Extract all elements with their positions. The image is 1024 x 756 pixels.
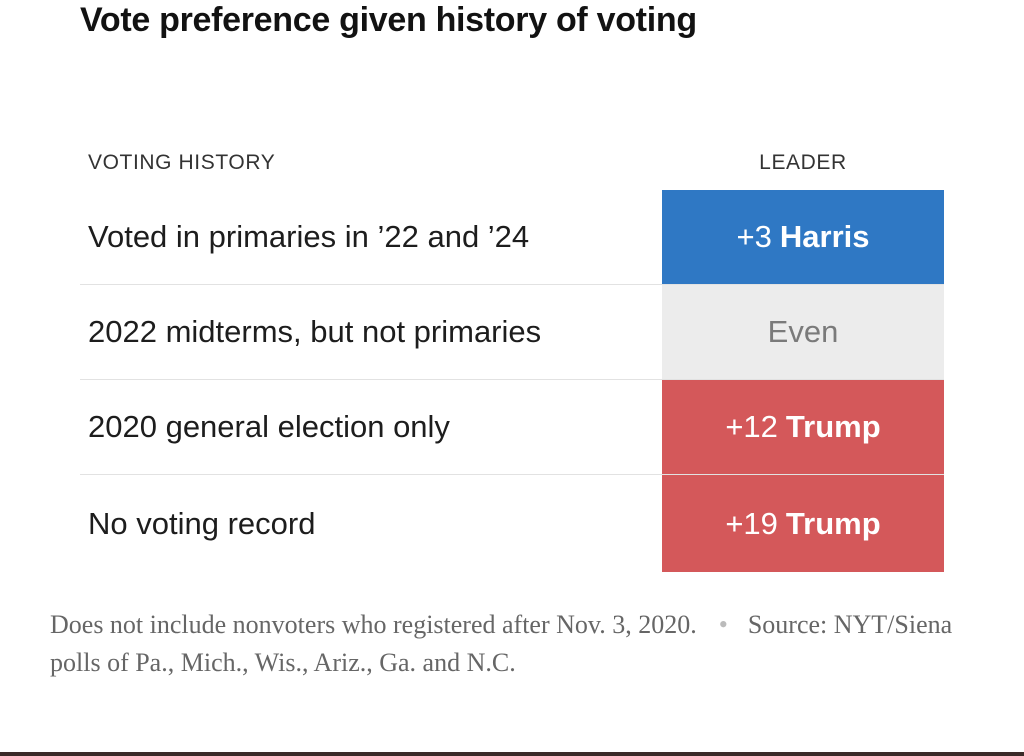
voting-history-label: 2020 general election only [88, 409, 450, 444]
footnote-source: Source: NYT/Siena polls of Pa., Mich., W… [50, 610, 953, 677]
leader-margin: +12 [725, 409, 778, 444]
column-header-leader: LEADER [759, 151, 847, 174]
leader-name: Even [767, 314, 839, 349]
leader-name: Trump [785, 505, 881, 541]
column-header-voting-history: VOTING HISTORY [88, 151, 276, 174]
voting-history-label: Voted in primaries in ’22 and ’24 [88, 219, 530, 254]
separator-dot: • [718, 610, 728, 639]
voting-history-label: No voting record [88, 505, 316, 541]
leader-cell: +3 Harris [662, 190, 944, 284]
table-row: Voted in primaries in ’22 and ’24 +3 Harr… [80, 190, 944, 285]
leader-margin: +19 [725, 505, 778, 541]
leader-cell: Even [662, 285, 944, 379]
voting-history-label: 2022 midterms, but not primaries [88, 314, 542, 349]
bottom-rule [0, 752, 1024, 756]
leader-margin: +3 [736, 219, 772, 254]
table-row: No voting record +19 Trump [80, 475, 944, 572]
footnote-note: Does not include nonvoters who registere… [50, 610, 697, 639]
chart-title: Vote preference given history of voting [80, 1, 697, 39]
leader-name: Harris [779, 219, 870, 254]
leader-cell: +19 Trump [662, 475, 944, 572]
table-row: 2022 midterms, but not primaries Even [80, 285, 944, 380]
results-table: Voted in primaries in ’22 and ’24 +3 Harr… [80, 190, 944, 572]
table-row: 2020 general election only +12 Trump [80, 380, 944, 475]
leader-name: Trump [785, 409, 881, 444]
footnote: Does not include nonvoters who registere… [50, 606, 980, 682]
leader-cell: +12 Trump [662, 380, 944, 474]
